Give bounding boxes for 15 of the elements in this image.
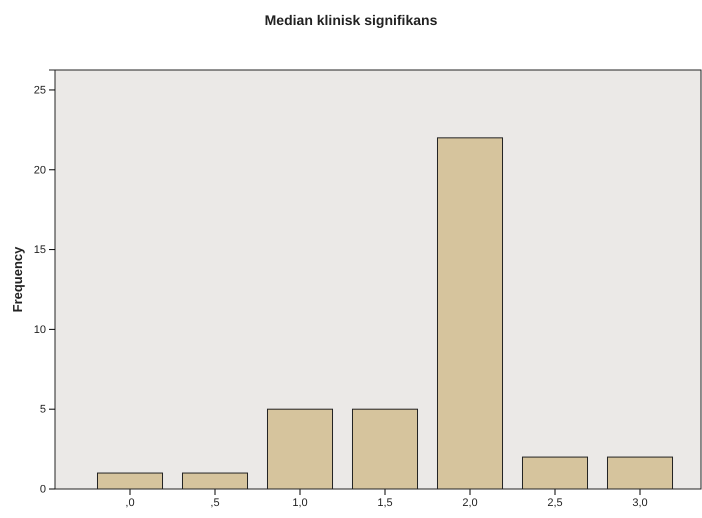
y-axis-title: Frequency xyxy=(10,246,25,312)
y-tick-label: 15 xyxy=(34,244,46,256)
x-tick-label: 1,0 xyxy=(292,496,308,509)
y-tick-label: 5 xyxy=(40,404,46,416)
y-tick-label: 0 xyxy=(40,484,46,496)
x-tick-label: ,0 xyxy=(125,496,135,509)
x-tick-label: 2,0 xyxy=(462,496,478,509)
x-tick-label: 1,5 xyxy=(377,496,393,509)
x-tick-label: 2,5 xyxy=(547,496,563,509)
chart-title: Median klinisk signifikans xyxy=(264,12,438,28)
y-tick-label: 10 xyxy=(34,324,46,336)
x-tick-label: 3,0 xyxy=(632,496,648,509)
y-tick-label: 20 xyxy=(34,164,46,176)
x-tick-label: ,5 xyxy=(210,496,220,509)
y-tick-label: 25 xyxy=(34,84,46,96)
